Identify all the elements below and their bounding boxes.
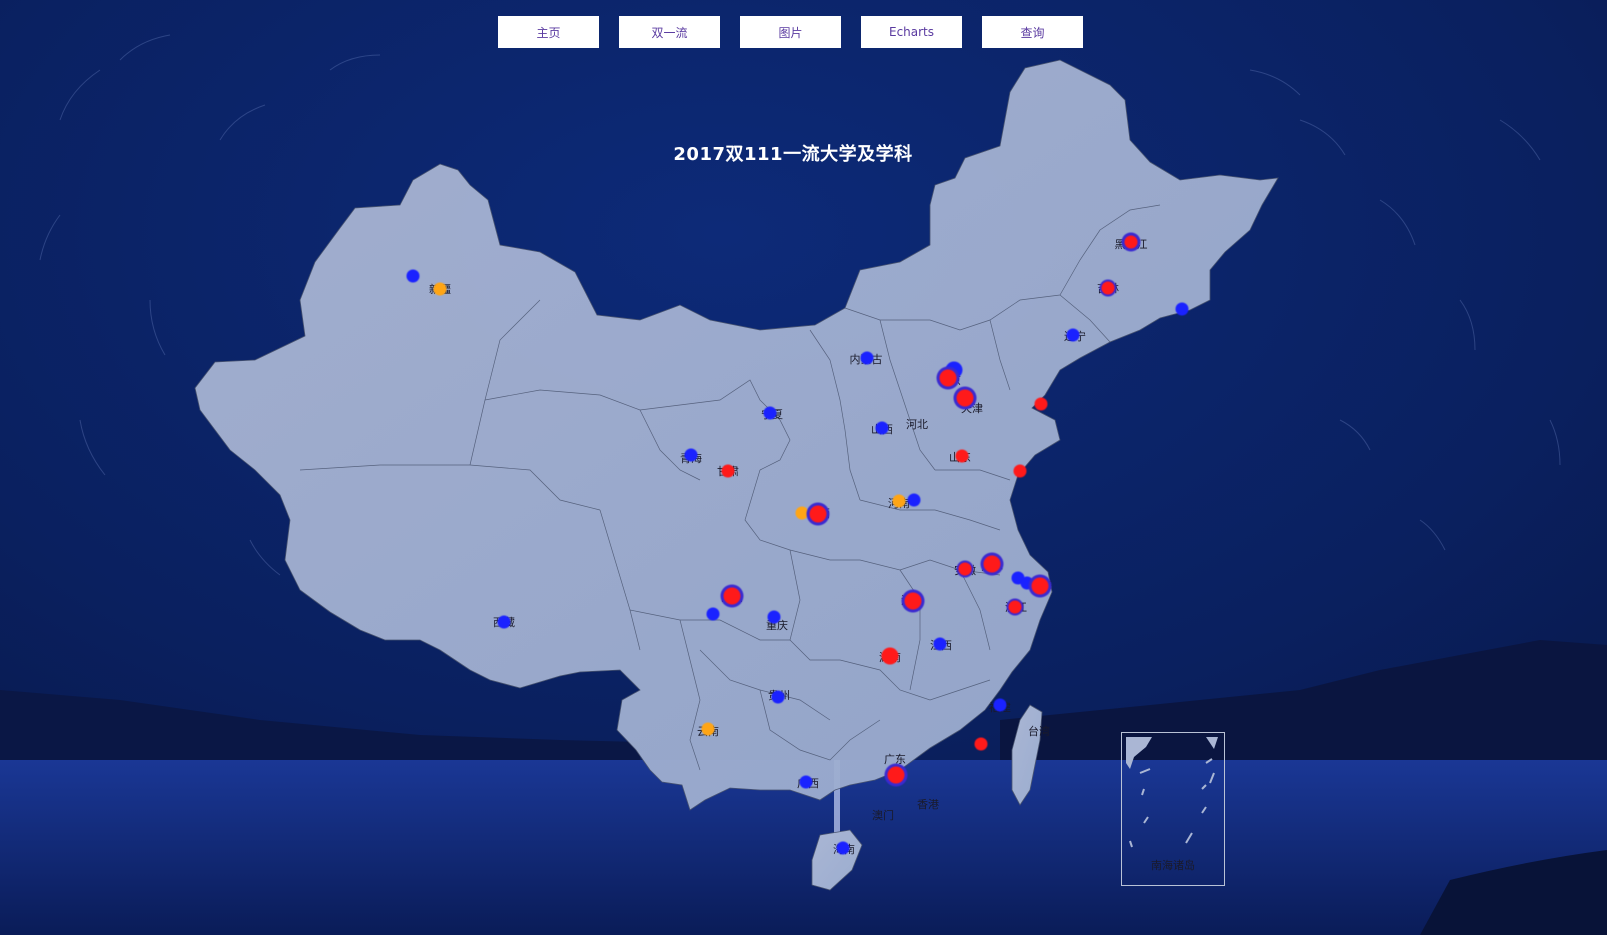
map-marker[interactable] [406, 269, 420, 283]
nav-images-button[interactable]: 图片 [740, 16, 841, 48]
map-marker[interactable] [1013, 464, 1027, 478]
map-marker[interactable] [721, 464, 735, 478]
map-marker[interactable] [836, 841, 850, 855]
south-china-sea-label: 南海诸岛 [1151, 859, 1195, 872]
map-marker[interactable] [904, 592, 922, 610]
south-china-sea-islands [1126, 737, 1218, 848]
right-hills [1000, 640, 1607, 780]
map-marker[interactable] [1031, 577, 1049, 595]
map-marker[interactable] [1008, 600, 1022, 614]
map-marker[interactable] [763, 406, 777, 420]
map-marker[interactable] [1124, 235, 1138, 249]
map-marker[interactable] [933, 637, 947, 651]
map-marker[interactable] [955, 449, 969, 463]
nav-echarts-button[interactable]: Echarts [861, 16, 962, 48]
map-marker[interactable] [497, 615, 511, 629]
map-marker[interactable] [887, 766, 905, 784]
nav-query-button[interactable]: 查询 [982, 16, 1083, 48]
map-marker[interactable] [1020, 576, 1034, 590]
map-marker[interactable] [1101, 281, 1115, 295]
map-marker[interactable] [956, 389, 974, 407]
province-label-guangdong[interactable]: 广东 [884, 753, 906, 766]
map-marker[interactable] [701, 722, 715, 736]
province-label-taiwan[interactable]: 台湾 [1028, 725, 1050, 738]
map-marker[interactable] [706, 607, 720, 621]
map-marker[interactable] [983, 555, 1001, 573]
map-marker[interactable] [767, 610, 781, 624]
top-nav: 主页 双一流 图片 Echarts 查询 [498, 16, 1083, 48]
left-hills [0, 690, 640, 770]
map-marker[interactable] [958, 562, 972, 576]
nav-double-first-class-button[interactable]: 双一流 [619, 16, 720, 48]
map-marker[interactable] [771, 690, 785, 704]
map-marker[interactable] [860, 351, 874, 365]
province-label-aomen[interactable]: 澳门 [872, 809, 894, 822]
map-marker[interactable] [809, 505, 827, 523]
map-marker[interactable] [907, 493, 921, 507]
map-marker[interactable] [875, 421, 889, 435]
map-marker[interactable] [723, 587, 741, 605]
map-marker[interactable] [993, 698, 1007, 712]
nav-home-button[interactable]: 主页 [498, 16, 599, 48]
china-map [194, 59, 1279, 891]
map-marker[interactable] [433, 282, 447, 296]
map-title: 2017双111一流大学及学科 [673, 144, 913, 165]
map-marker[interactable] [1175, 302, 1189, 316]
map-marker[interactable] [1034, 397, 1048, 411]
map-marker[interactable] [1066, 328, 1080, 342]
map-marker[interactable] [684, 448, 698, 462]
map-marker[interactable] [795, 506, 809, 520]
star-trails [39, 34, 1561, 576]
province-label-xianggang[interactable]: 香港 [917, 798, 939, 811]
map-marker[interactable] [881, 647, 899, 665]
map-marker[interactable] [892, 494, 906, 508]
map-marker[interactable] [974, 737, 988, 751]
south-china-sea-inset: 南海诸岛 [1121, 732, 1225, 886]
province-label-hebei[interactable]: 河北 [906, 418, 928, 431]
map-marker[interactable] [799, 775, 813, 789]
map-marker[interactable] [939, 369, 957, 387]
